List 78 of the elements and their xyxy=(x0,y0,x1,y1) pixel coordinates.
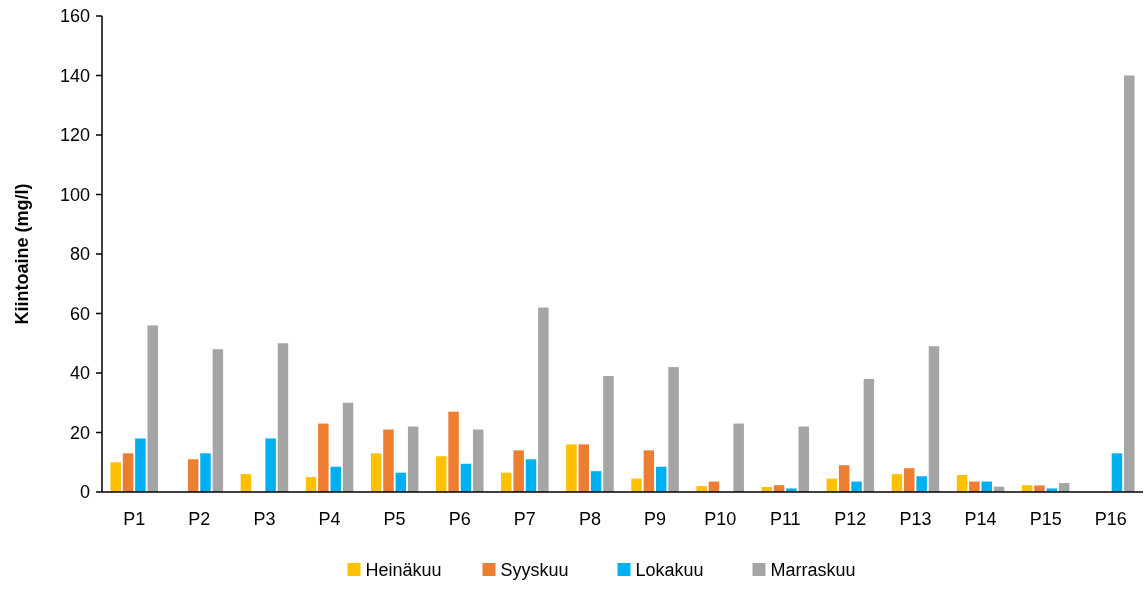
y-tick-label: 100 xyxy=(59,184,90,205)
y-tick-label: 140 xyxy=(59,65,90,86)
bar xyxy=(916,476,927,492)
bar xyxy=(501,472,512,492)
x-tick-label: P6 xyxy=(448,509,471,529)
bar xyxy=(969,481,980,492)
bar xyxy=(643,450,655,492)
y-tick-label: 40 xyxy=(69,363,90,384)
bar xyxy=(538,307,549,492)
bar xyxy=(655,466,667,492)
bar xyxy=(1034,485,1045,492)
bar xyxy=(566,444,577,492)
bar xyxy=(305,477,317,492)
bar xyxy=(473,429,484,492)
bar xyxy=(448,411,459,492)
bar xyxy=(838,465,850,492)
bar xyxy=(668,367,679,492)
y-tick-label: 20 xyxy=(69,422,90,443)
bar xyxy=(631,478,642,492)
x-tick-label: P8 xyxy=(578,509,601,529)
bar xyxy=(277,343,289,492)
legend-label: Syyskuu xyxy=(500,560,569,580)
x-tick-label: P14 xyxy=(964,509,997,529)
bar xyxy=(407,426,419,492)
bar xyxy=(513,450,524,492)
bar xyxy=(1124,75,1135,492)
x-tick-label: P2 xyxy=(188,509,211,529)
bar xyxy=(1111,453,1123,492)
x-tick-label: P10 xyxy=(704,509,737,529)
bar xyxy=(135,438,146,492)
bar xyxy=(200,453,211,492)
bar xyxy=(212,349,224,492)
bar xyxy=(435,456,447,492)
bar xyxy=(122,453,134,492)
bar xyxy=(851,481,862,492)
bar xyxy=(318,423,329,492)
x-tick-label: P13 xyxy=(899,509,932,529)
bar xyxy=(370,453,382,492)
bar xyxy=(110,462,121,492)
x-tick-label: P12 xyxy=(834,509,867,529)
bar xyxy=(383,429,394,492)
legend-label: Lokakuu xyxy=(635,560,704,580)
x-tick-label: P15 xyxy=(1029,509,1062,529)
bar xyxy=(956,475,968,492)
bar xyxy=(981,481,992,492)
y-tick-label: 60 xyxy=(69,303,90,324)
x-tick-label: P11 xyxy=(769,509,801,529)
x-tick-label: P3 xyxy=(253,509,276,529)
bar xyxy=(590,471,602,492)
x-tick-label: P7 xyxy=(513,509,536,529)
bar xyxy=(265,438,276,492)
y-tick-label: 120 xyxy=(59,125,90,146)
bar xyxy=(733,423,744,492)
bar xyxy=(330,466,341,492)
bar xyxy=(928,346,940,492)
bar xyxy=(525,459,537,492)
y-tick-label: 80 xyxy=(69,244,90,265)
legend-label: Heinäkuu xyxy=(365,560,442,580)
x-tick-label: P5 xyxy=(383,509,406,529)
bar xyxy=(578,444,590,492)
x-tick-label: P1 xyxy=(123,509,146,529)
x-tick-label: P16 xyxy=(1094,509,1127,529)
bar xyxy=(863,378,875,492)
bar xyxy=(891,474,903,492)
bar xyxy=(460,463,472,492)
bar xyxy=(187,459,199,492)
y-axis-title: Kiintoaine (mg/l) xyxy=(12,183,32,325)
x-tick-label: P9 xyxy=(644,509,667,529)
bar xyxy=(240,474,252,492)
y-tick-label: 0 xyxy=(79,482,90,503)
bar xyxy=(904,468,915,492)
legend-label: Marraskuu xyxy=(770,560,856,580)
bar xyxy=(342,402,354,492)
bar xyxy=(798,426,810,492)
x-tick-label: P4 xyxy=(318,509,341,529)
bar xyxy=(147,325,158,492)
bar xyxy=(603,375,614,492)
y-tick-label: 160 xyxy=(59,6,90,27)
